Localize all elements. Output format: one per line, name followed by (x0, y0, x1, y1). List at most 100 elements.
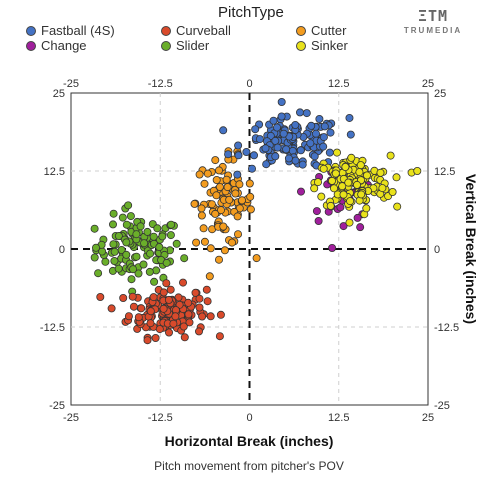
data-point (199, 224, 208, 233)
legend-swatch (296, 25, 306, 36)
legend-item-cutter[interactable]: Cutter (296, 23, 346, 38)
data-point (224, 150, 233, 159)
x-tick-label-bottom: 25 (422, 412, 434, 424)
legend-title: PitchType (218, 4, 284, 21)
data-point (129, 302, 138, 311)
data-point (344, 178, 353, 187)
data-point (174, 293, 183, 302)
data-point (159, 288, 168, 297)
data-point (122, 220, 131, 229)
legend-swatch (296, 40, 306, 51)
data-point (96, 292, 105, 301)
legend-label: Fastball (4S) (41, 23, 115, 38)
data-point (171, 312, 180, 321)
x-tick-label-top: -12.5 (148, 78, 173, 90)
data-point (206, 244, 215, 253)
y-tick-label-right: -25 (434, 400, 450, 412)
data-point (251, 125, 260, 134)
data-point (296, 146, 305, 155)
data-point (246, 205, 255, 214)
data-point (307, 121, 316, 130)
data-point (223, 183, 232, 192)
data-point (149, 232, 158, 241)
data-point (346, 130, 355, 139)
y-tick-label-left: 0 (59, 244, 65, 256)
legend-item-slider[interactable]: Slider (161, 38, 209, 53)
data-point (194, 327, 203, 336)
data-point (282, 145, 291, 154)
x-tick-label-bottom: -12.5 (148, 412, 173, 424)
data-point (233, 230, 242, 239)
data-point (291, 156, 300, 165)
legend-item-curveball[interactable]: Curveball (161, 23, 231, 38)
data-point (139, 260, 148, 269)
data-point (341, 162, 350, 171)
data-point (122, 250, 131, 259)
data-point (107, 304, 116, 313)
x-tick-label-bottom: -25 (63, 412, 79, 424)
data-point (266, 131, 275, 140)
data-point (155, 325, 164, 334)
legend-item-sinker[interactable]: Sinker (296, 38, 348, 53)
data-point (362, 171, 371, 180)
data-point (220, 246, 229, 255)
data-point (212, 191, 221, 200)
data-point (312, 207, 321, 216)
data-point (388, 187, 397, 196)
data-point (195, 294, 204, 303)
data-point (109, 209, 118, 218)
data-point (185, 318, 194, 327)
data-point (207, 200, 216, 209)
data-point (134, 313, 143, 322)
data-point (178, 278, 187, 287)
data-point (317, 192, 326, 201)
legend-label: Change (41, 38, 87, 53)
y-tick-label-right: -12.5 (434, 322, 459, 334)
data-point (315, 115, 324, 124)
x-tick-label-top: 25 (422, 78, 434, 90)
data-point (110, 256, 119, 265)
data-point (162, 279, 171, 288)
legend-label: Slider (176, 38, 210, 53)
data-point (202, 285, 211, 294)
data-point (357, 190, 366, 199)
data-point (355, 168, 364, 177)
data-point (215, 332, 224, 341)
data-point (362, 204, 371, 213)
data-point (132, 252, 141, 261)
data-point (140, 239, 149, 248)
data-point (356, 161, 365, 170)
data-point (219, 126, 228, 135)
data-point (271, 136, 280, 145)
legend-swatch (26, 25, 36, 36)
data-point (329, 184, 338, 193)
data-point (279, 129, 288, 138)
trumedia-logo-mark: ΞTM (417, 7, 449, 25)
data-point (261, 144, 270, 153)
x-axis-label: Horizontal Break (inches) (165, 433, 334, 449)
x-tick-label-top: 12.5 (328, 78, 349, 90)
data-point (339, 222, 348, 231)
data-point (214, 166, 223, 175)
y-tick-label-left: 25 (53, 88, 65, 100)
data-point (313, 178, 322, 187)
data-point (392, 173, 401, 182)
data-point (180, 333, 189, 342)
legend-item-fastball[interactable]: Fastball (4S) (26, 23, 115, 38)
data-point (211, 156, 220, 165)
legend-swatch (26, 40, 36, 51)
data-point (216, 310, 225, 319)
data-point (166, 285, 175, 294)
data-point (353, 213, 362, 222)
data-point (90, 253, 99, 262)
data-point (273, 143, 282, 152)
data-point (345, 218, 354, 227)
data-point (197, 204, 206, 213)
data-point (310, 184, 319, 193)
legend-item-change[interactable]: Change (26, 38, 87, 53)
data-point (271, 152, 280, 161)
data-point (179, 322, 188, 331)
legend-swatch (161, 25, 171, 36)
data-point (122, 238, 131, 247)
y-tick-label-right: 25 (434, 88, 446, 100)
